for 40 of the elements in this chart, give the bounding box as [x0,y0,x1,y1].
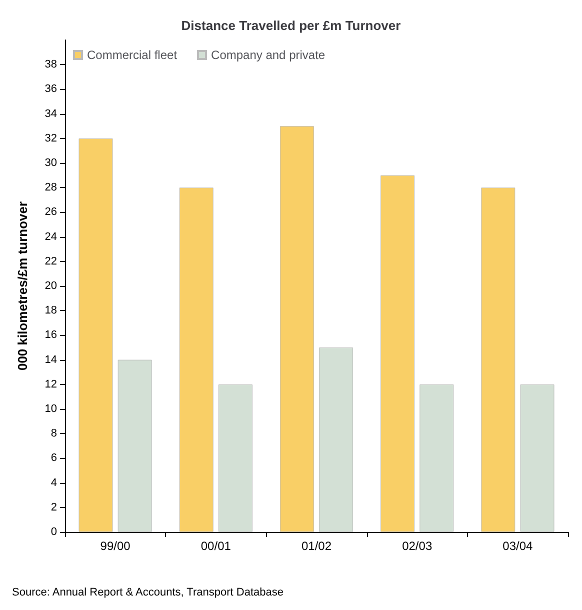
bar [118,360,152,532]
x-tick-label: 99/00 [100,539,131,553]
y-tick-label: 32 [44,132,57,144]
x-tick-label: 02/03 [402,539,432,553]
x-tick-label: 00/01 [200,539,232,553]
bar [218,384,252,532]
y-tick-label: 20 [44,280,57,292]
bar [481,188,516,532]
x-tick-label: 01/02 [301,539,332,553]
y-tick-label: 2 [50,501,57,514]
y-tick-label: 8 [50,428,57,440]
y-tick-label: 38 [44,58,57,71]
x-tick-label: 03/04 [502,539,534,553]
y-tick-label: 26 [44,206,57,218]
y-tick-label: 16 [44,329,57,342]
y-tick-label: 0 [50,526,57,538]
y-tick-label: 18 [44,304,57,317]
y-tick-label: 24 [44,230,57,243]
y-axis-title: 000 kilometres/£m turnover [15,201,30,371]
y-tick-label: 22 [44,255,57,268]
y-tick-label: 12 [44,378,57,390]
y-tick-label: 28 [44,182,57,194]
legend-label: Company and private [211,48,326,62]
bar [380,175,415,532]
chart-title: Distance Travelled per £m Turnover [181,18,401,33]
y-tick-label: 14 [44,354,57,366]
legend-label: Commercial fleet [87,48,178,62]
bar [78,138,113,532]
y-tick-label: 6 [50,452,57,464]
y-tick-label: 10 [44,403,57,415]
y-tick-label: 34 [44,108,57,120]
bar [280,126,314,532]
bar [179,188,214,532]
bar [319,348,354,532]
source-note: Source: Annual Report & Accounts, Transport Database [12,586,284,598]
y-tick-label: 30 [44,157,57,169]
y-tick-label: 4 [50,476,57,489]
y-tick-label: 36 [44,83,57,96]
bar [420,384,454,532]
bar [520,384,554,532]
